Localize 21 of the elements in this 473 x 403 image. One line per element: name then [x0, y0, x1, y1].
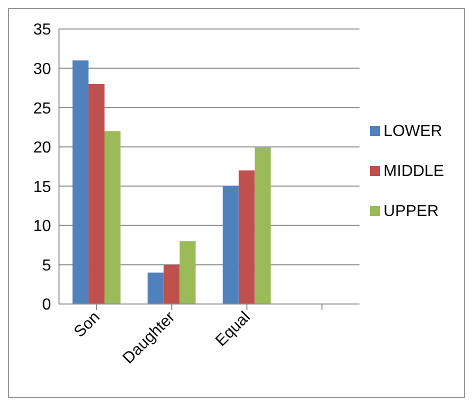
y-tick-label: 10: [33, 218, 52, 236]
legend-label: MIDDLE: [384, 162, 444, 180]
y-tick-label: 25: [33, 100, 52, 118]
bar: [72, 60, 89, 304]
y-tick-label: 30: [33, 60, 52, 78]
x-tick-label: Son: [71, 308, 104, 341]
y-tick-label: 20: [33, 140, 52, 157]
bar: [148, 272, 164, 304]
bar: [254, 146, 271, 304]
bar: [164, 264, 180, 304]
bar: [180, 241, 196, 304]
bar: [222, 186, 239, 304]
legend-label: UPPER: [384, 202, 439, 220]
y-tick-label: 5: [42, 257, 52, 274]
bar: [238, 170, 255, 304]
bar: [88, 84, 105, 304]
legend-label: LOWER: [384, 122, 442, 140]
y-tick-label: 0: [42, 296, 52, 314]
y-tick-label: 15: [33, 178, 52, 196]
y-tick-label: 35: [33, 22, 52, 39]
bar: [104, 131, 121, 304]
